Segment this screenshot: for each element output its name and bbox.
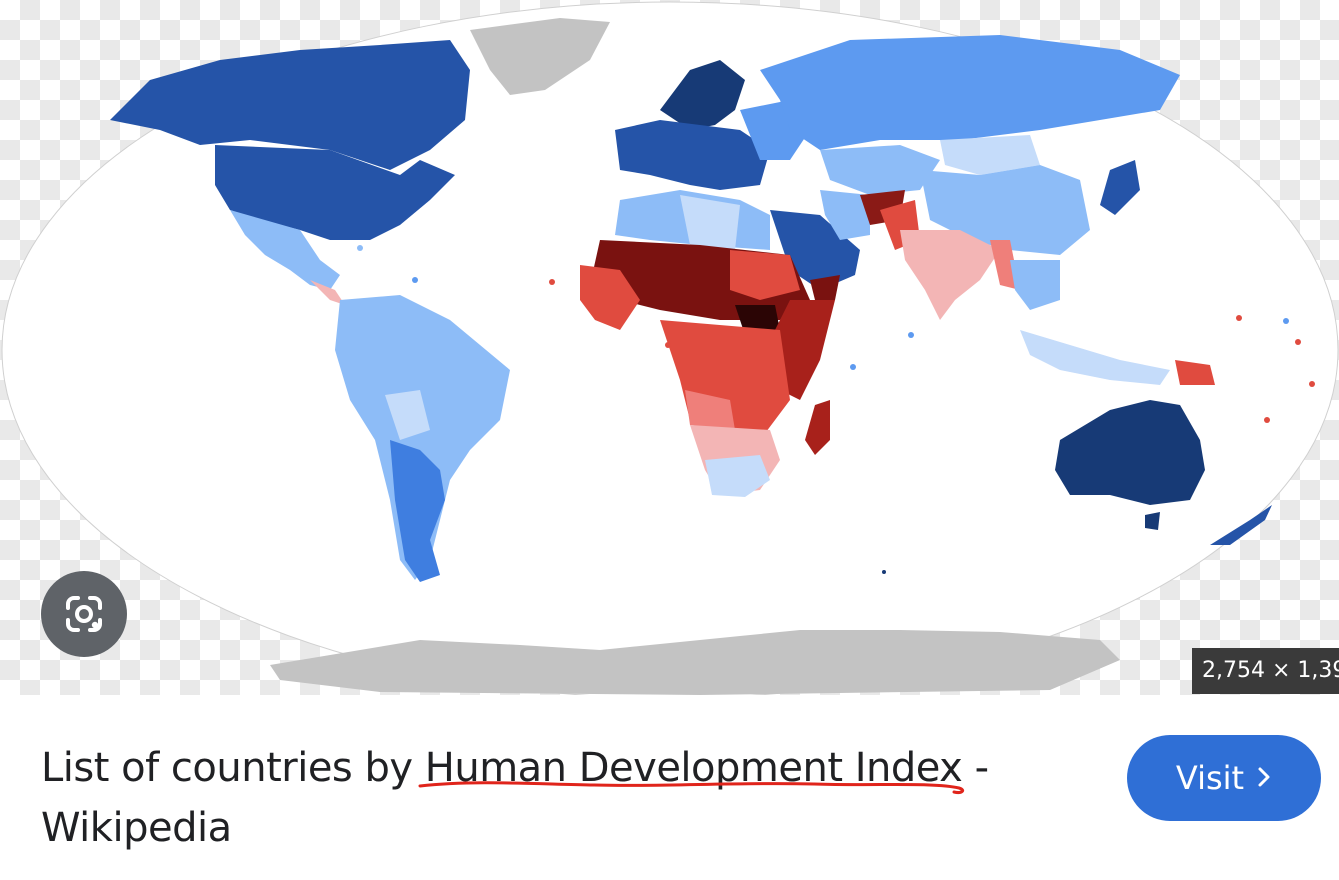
island-dot: [908, 332, 914, 338]
libya-shape: [680, 195, 740, 250]
island-dot: [1264, 417, 1270, 423]
india-shape: [900, 230, 1000, 320]
madagascar-shape: [805, 400, 830, 455]
scandinavia-shape: [660, 60, 745, 130]
island-dot: [850, 364, 856, 370]
island-dot: [549, 279, 555, 285]
usa-shape: [215, 145, 455, 240]
myanmar-shape: [990, 240, 1020, 290]
sudan-shape: [730, 250, 800, 300]
yemen-shape: [810, 275, 840, 300]
antarctica-shape: [270, 630, 1120, 695]
island-dot: [1236, 315, 1242, 321]
visit-button[interactable]: Visit: [1127, 735, 1321, 821]
greenland-shape: [470, 18, 610, 95]
russia-shape: [760, 35, 1180, 150]
western-europe-shape: [615, 120, 770, 190]
south-africa-shape: [705, 455, 770, 497]
island-dot: [665, 342, 671, 348]
title-text-suffix: - Wikipedia: [41, 745, 989, 851]
argentina-shape: [390, 440, 445, 582]
png-shape: [1175, 360, 1215, 385]
visit-button-label: Visit: [1175, 759, 1245, 797]
west-africa-shape: [580, 265, 640, 330]
island-dot: [1309, 381, 1315, 387]
mongolia-shape: [940, 135, 1040, 175]
island-dot: [882, 570, 886, 574]
island-dot: [1283, 318, 1289, 324]
island-dot: [412, 277, 418, 283]
iran-shape: [820, 190, 870, 240]
canada-shape: [110, 40, 470, 170]
image-dimensions-badge: 2,754 × 1,39: [1192, 648, 1339, 694]
world-hdi-map: [1, 1, 1339, 695]
central-america-shape: [310, 280, 345, 305]
bolivia-shape: [385, 390, 430, 440]
google-lens-button[interactable]: [41, 571, 127, 657]
google-lens-icon: [66, 596, 102, 632]
australia-shape: [1055, 400, 1205, 505]
tasmania-shape: [1145, 512, 1160, 530]
island-dot: [1295, 339, 1301, 345]
title-text-prefix: List of countries by: [41, 745, 425, 791]
island-dot: [357, 245, 363, 251]
angola-shape: [685, 390, 735, 430]
handwritten-underline: [418, 781, 965, 794]
mexico-shape: [230, 210, 340, 290]
south-america-shape: [335, 295, 510, 580]
chevron-right-icon: [1256, 759, 1272, 797]
se-asia-shape: [1010, 260, 1060, 310]
result-image[interactable]: 2,754 × 1,39: [0, 0, 1339, 695]
indonesia-shape: [1020, 330, 1170, 385]
new-zealand-shape: [1210, 505, 1272, 545]
central-asia-shape: [820, 145, 940, 195]
japan-shape: [1100, 160, 1140, 215]
